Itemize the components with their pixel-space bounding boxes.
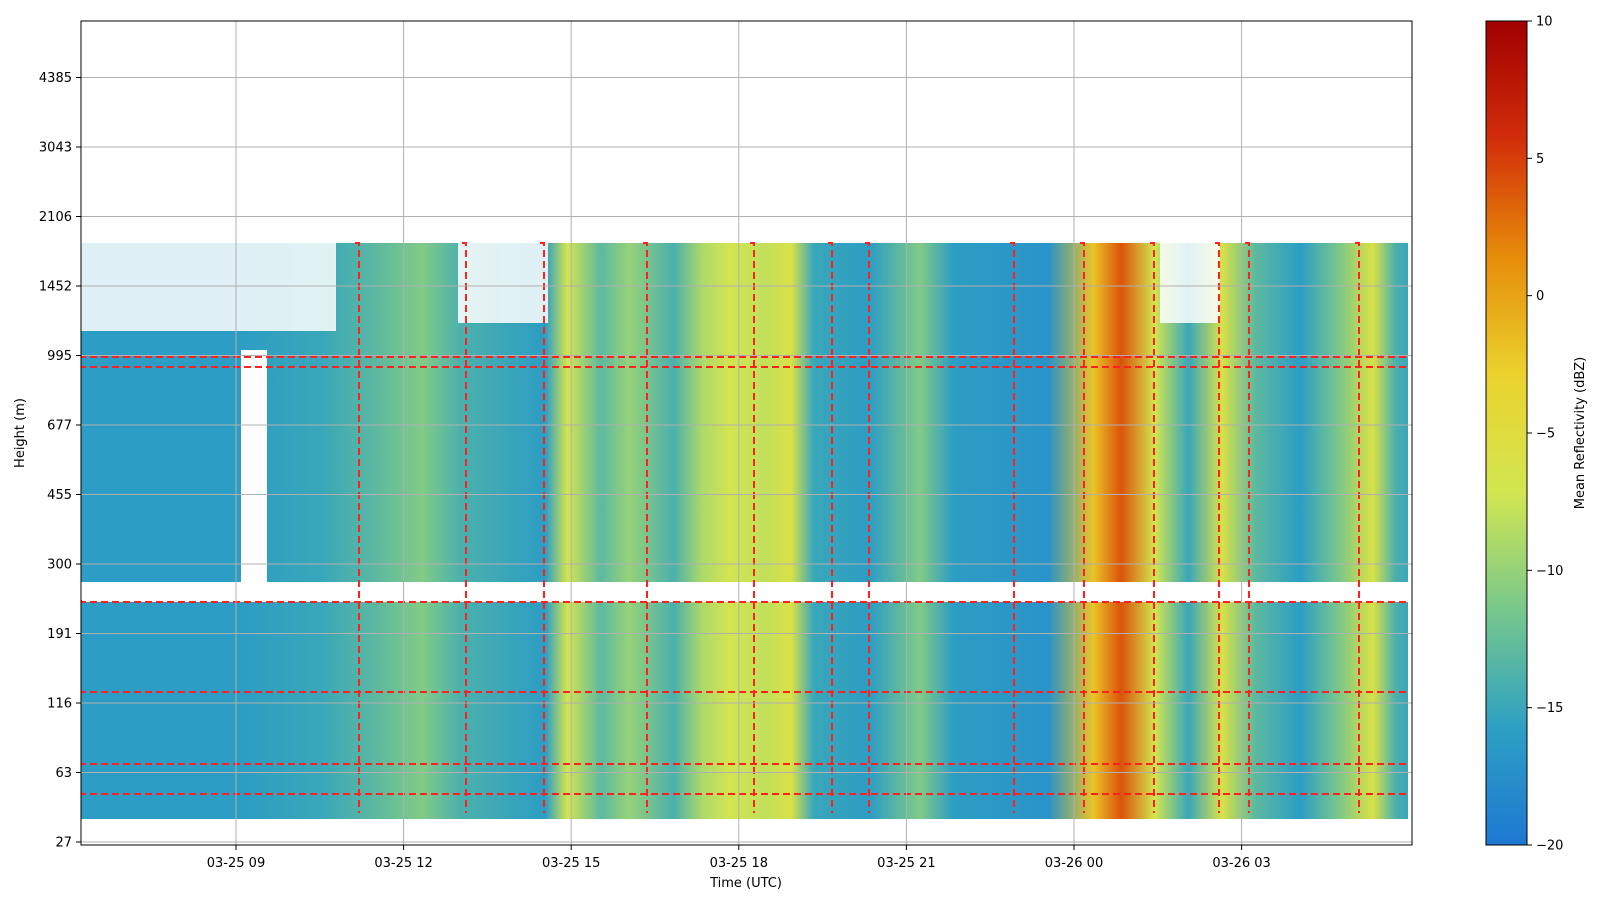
x-axis-label: Time (UTC) xyxy=(709,876,782,891)
y-tick-label: 191 xyxy=(47,627,72,642)
plot-area xyxy=(80,20,1413,846)
x-tick-label: 03-26 00 xyxy=(1045,856,1103,871)
y-tick-label: 3043 xyxy=(39,141,72,156)
colorbar-tick-label: −20 xyxy=(1536,839,1563,854)
echo-top-gap-left xyxy=(81,243,336,331)
contour-line xyxy=(81,600,1407,603)
plot-frame xyxy=(80,20,1413,846)
colorbar-tick-label: −10 xyxy=(1536,564,1563,579)
y-axis-ticks: 27 63 116 191 300 455 677 995 1452 2106 3043 4385 xyxy=(39,71,81,851)
contour-line xyxy=(1355,242,1360,813)
y-tick-label: 1452 xyxy=(39,280,72,295)
x-tick-label: 03-25 12 xyxy=(374,856,432,871)
contour-line xyxy=(1215,242,1220,813)
x-tick-label: 03-26 03 xyxy=(1212,856,1270,871)
contour-line xyxy=(1080,242,1085,813)
echo-top-gap-mid xyxy=(458,243,548,323)
contour-line xyxy=(540,242,545,813)
y-tick-label: 27 xyxy=(55,836,72,851)
reflectivity-field xyxy=(81,242,1412,819)
contour-line xyxy=(865,242,870,813)
contour-line xyxy=(81,365,1407,368)
contour-line xyxy=(1150,242,1155,813)
colorbar-scale xyxy=(1485,20,1528,846)
contour-line xyxy=(828,242,833,813)
gridlines xyxy=(81,21,1412,845)
echo-body xyxy=(81,243,1408,819)
colorbar-tick-label: −15 xyxy=(1536,701,1563,716)
data-gap-band xyxy=(81,582,1412,602)
x-axis-ticks: 03-25 09 03-25 12 03-25 15 03-25 18 03-25 21… xyxy=(207,845,1271,871)
y-tick-label: 116 xyxy=(47,697,72,712)
x-tick-label: 03-25 09 xyxy=(207,856,265,871)
x-tick-label: 03-25 18 xyxy=(710,856,768,871)
y-tick-label: 63 xyxy=(55,766,72,781)
y-tick-label: 995 xyxy=(47,349,72,364)
contour-line xyxy=(81,355,1407,358)
contour-line xyxy=(462,242,467,813)
contour-line xyxy=(355,242,360,813)
colorbar: −20 −15 −10 −5 0 5 10 Mean Reflectivity (dBZ) xyxy=(1485,15,1588,854)
y-tick-label: 300 xyxy=(47,558,72,573)
contour-line xyxy=(81,762,1407,765)
colorbar-tick-label: 5 xyxy=(1536,152,1544,167)
contour-line xyxy=(1010,242,1015,813)
contour-line xyxy=(81,792,1407,795)
contour-line xyxy=(643,242,648,813)
contour-line xyxy=(81,690,1407,693)
y-tick-label: 677 xyxy=(47,419,72,434)
colorbar-tick-label: 10 xyxy=(1536,15,1553,30)
y-tick-label: 4385 xyxy=(39,71,72,86)
colorbar-ticks: −20 −15 −10 −5 0 5 10 xyxy=(1527,15,1563,854)
data-gap-column xyxy=(241,350,267,582)
y-tick-label: 2106 xyxy=(39,210,72,225)
contour-lines xyxy=(81,242,1407,813)
contour-line xyxy=(1245,242,1250,813)
colorbar-label: Mean Reflectivity (dBZ) xyxy=(1573,357,1588,510)
y-axis-label: Height (m) xyxy=(13,398,28,468)
y-tick-label: 455 xyxy=(47,488,72,503)
echo-top-gap-right xyxy=(1160,243,1220,323)
contour-line xyxy=(750,242,755,813)
x-tick-label: 03-25 15 xyxy=(542,856,600,871)
colorbar-tick-label: 0 xyxy=(1536,289,1544,304)
x-tick-label: 03-25 21 xyxy=(877,856,935,871)
colorbar-tick-label: −5 xyxy=(1536,427,1555,442)
